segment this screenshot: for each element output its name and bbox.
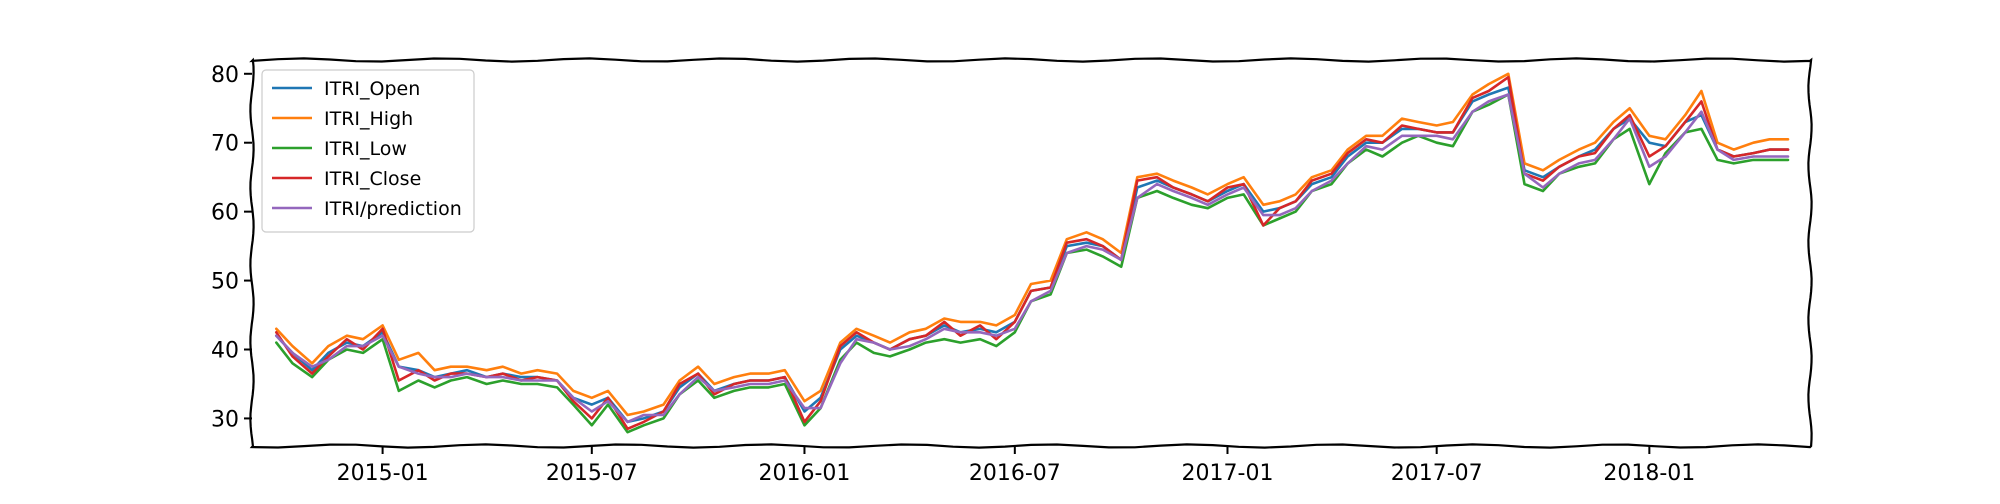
legend-box: [261, 69, 475, 233]
legend: ITRI_Open ITRI_High ITRI_Low ITRI_Close ITRI…: [261, 69, 475, 233]
y-tick-label: 70: [211, 132, 239, 157]
x-tick-label: 2017-07: [1391, 461, 1483, 486]
x-axis: 2015-01 2015-07 2016-01 2016-07 2017-01 2017-…: [337, 446, 1695, 486]
legend-item-itri-high: ITRI_High: [272, 108, 413, 130]
legend-item-itri-low: ITRI_Low: [272, 138, 407, 160]
legend-item-itri-close: ITRI_Close: [272, 168, 421, 190]
series-layer: [275, 72, 1790, 434]
x-tick-label: 2015-07: [546, 461, 638, 486]
y-tick-label: 50: [211, 270, 239, 295]
y-tick-label: 40: [211, 339, 239, 364]
x-tick-label: 2016-01: [759, 461, 851, 486]
legend-item-itri-prediction: ITRI/prediction: [272, 198, 462, 220]
y-axis: 30 40 50 60 70 80: [211, 63, 252, 432]
legend-label: ITRI_Open: [324, 78, 420, 100]
x-tick-label: 2017-01: [1182, 461, 1274, 486]
axes-frame: [249, 57, 1813, 449]
y-tick-label: 80: [211, 63, 239, 88]
x-tick-label: 2018-01: [1603, 461, 1695, 486]
x-tick-label: 2016-07: [969, 461, 1061, 486]
series-line-itri-high: [275, 72, 1790, 417]
legend-item-itri-open: ITRI_Open: [272, 78, 420, 100]
series-line-itri-open: [275, 86, 1790, 424]
x-tick-label: 2015-01: [337, 461, 429, 486]
legend-label: ITRI_High: [324, 108, 413, 130]
series-line-itri-low: [275, 93, 1790, 434]
legend-label: ITRI_Close: [324, 168, 421, 190]
legend-label: ITRI_Low: [324, 138, 407, 160]
y-tick-label: 60: [211, 201, 239, 226]
y-tick-label: 30: [211, 407, 239, 432]
legend-label: ITRI/prediction: [324, 198, 462, 220]
series-line-itri-prediction: [275, 93, 1790, 424]
